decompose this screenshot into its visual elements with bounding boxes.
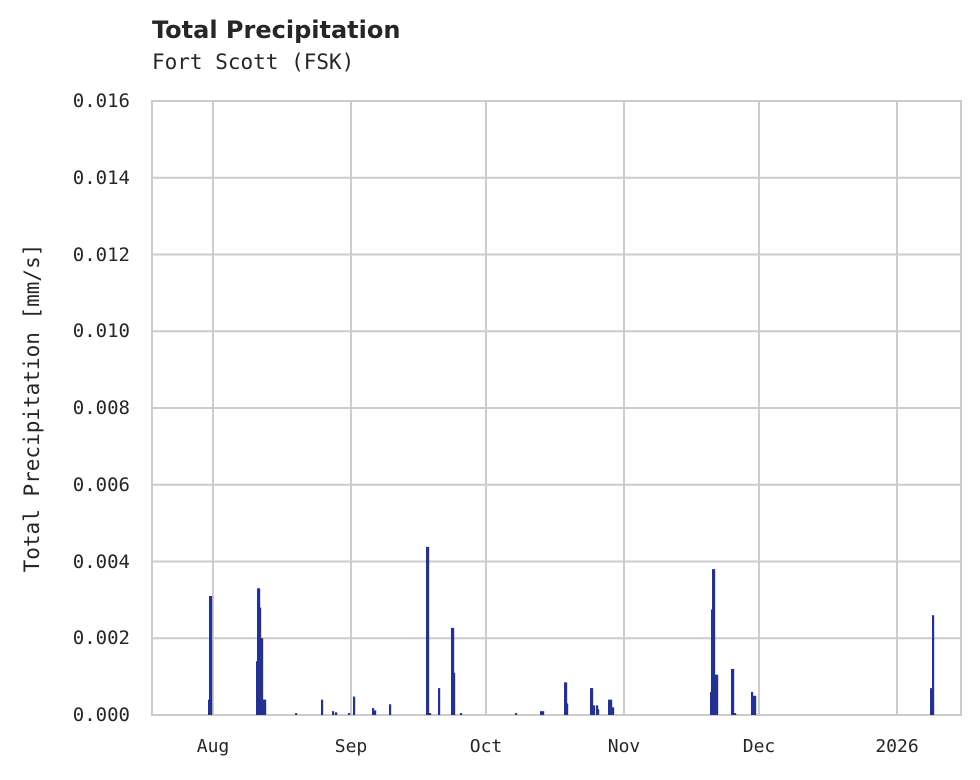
precip-bar [565,682,568,715]
y-tick-label: 0.016 [72,90,130,112]
precip-bar [597,709,600,715]
precip-bar [540,711,543,715]
precip-bar [734,713,737,715]
precip-bar [429,713,432,715]
precip-bar [264,699,267,715]
precip-bar [427,546,430,715]
precip-bar [210,596,213,715]
precip-bar [593,705,596,715]
chart-subtitle: Fort Scott (FSK) [152,50,355,74]
precip-bar [591,688,594,715]
y-tick-label: 0.004 [72,550,130,573]
precip-bar [295,713,298,715]
y-tick-label: 0.010 [72,320,130,343]
precip-bar [332,711,335,715]
precip-bar [932,615,935,715]
x-tick-label: Nov [607,736,641,757]
precip-bar [713,569,716,715]
precip-bar [610,699,613,715]
precip-bar [452,627,455,715]
precip-bar [612,707,615,715]
y-tick-label: 0.012 [72,243,130,266]
precip-bar [348,713,351,715]
precip-bar [389,704,392,715]
precip-bar [335,712,338,715]
y-tick-label: 0.000 [72,704,130,726]
precip-bar [438,688,441,715]
x-tick-label: Dec [742,736,776,757]
precip-bar [453,672,456,715]
x-tick-label: Aug [196,736,230,757]
y-tick-label: 0.002 [72,627,130,650]
precip-bar [751,691,754,715]
precip-bar [542,711,545,715]
y-tick-label: 0.014 [72,166,130,189]
y-tick-label: 0.008 [72,397,130,419]
plot-frame [151,100,962,716]
precip-bar [716,674,719,715]
precip-bar [353,696,356,715]
y-tick-label: 0.006 [72,473,130,496]
precip-bar [930,688,933,715]
precip-bar [321,699,324,715]
precip-bar [374,710,377,715]
precip-bar [261,638,264,715]
x-tick-label: Oct [469,736,503,757]
precip-bar [566,703,569,715]
chart-title: Total Precipitation [152,16,401,44]
precip-bar [732,668,735,715]
precip-bar [608,699,611,715]
precip-bar [754,695,757,715]
x-tick-label: 2026 [875,736,919,757]
x-tick-label: Sep [334,736,368,757]
precip-bar [515,713,518,715]
precip-bar [460,713,463,715]
precip-bar [372,708,375,715]
